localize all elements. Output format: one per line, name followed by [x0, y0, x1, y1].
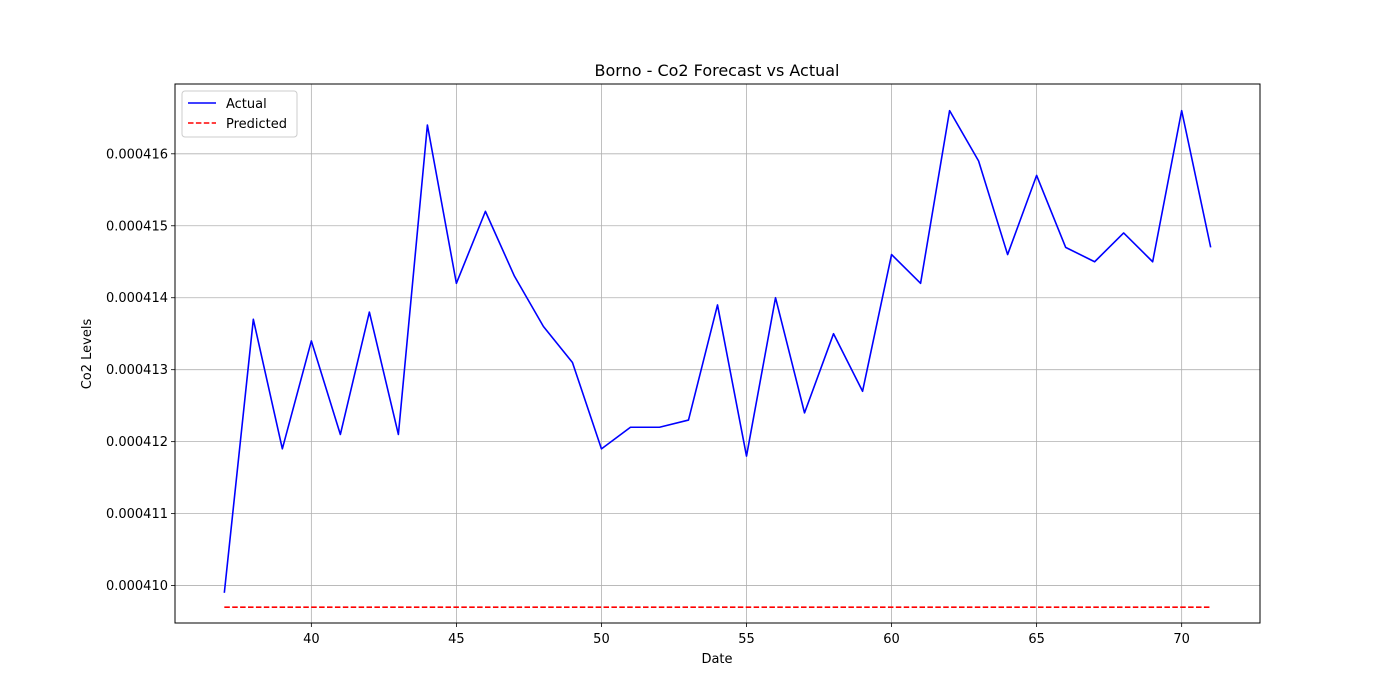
x-tick-label: 50	[593, 632, 610, 647]
x-tick-label: 70	[1173, 632, 1190, 647]
plot-frame	[174, 83, 1261, 624]
x-tick-label: 55	[738, 632, 755, 647]
x-tick-label: 60	[883, 632, 900, 647]
y-tick-label: 0.000414	[106, 291, 168, 306]
series-line-actual	[223, 109, 1212, 593]
x-tick-label: 40	[303, 632, 320, 647]
series-layer	[223, 109, 1212, 608]
x-axis-ticks: 40 45 50 55 60 65 70	[303, 623, 1190, 647]
legend-predicted-label: Predicted	[226, 117, 287, 132]
x-axis-label: Date	[701, 652, 732, 667]
x-tick-label: 65	[1028, 632, 1045, 647]
grid	[175, 84, 1260, 623]
y-tick-label: 0.000413	[106, 363, 168, 378]
chart-title: Borno - Co2 Forecast vs Actual	[595, 61, 840, 80]
y-tick-label: 0.000412	[106, 435, 168, 450]
y-tick-label: 0.000411	[106, 507, 168, 522]
y-tick-label: 0.000410	[106, 579, 168, 594]
x-tick-label: 45	[448, 632, 465, 647]
legend: Actual Predicted	[181, 90, 298, 138]
y-tick-label: 0.000416	[106, 147, 168, 162]
legend-actual-label: Actual	[226, 97, 267, 112]
y-tick-label: 0.000415	[106, 219, 168, 234]
y-axis-ticks: 0.000410 0.000411 0.000412 0.000413 0.000414…	[106, 147, 175, 594]
y-axis-label: Co2 Levels	[80, 319, 95, 390]
